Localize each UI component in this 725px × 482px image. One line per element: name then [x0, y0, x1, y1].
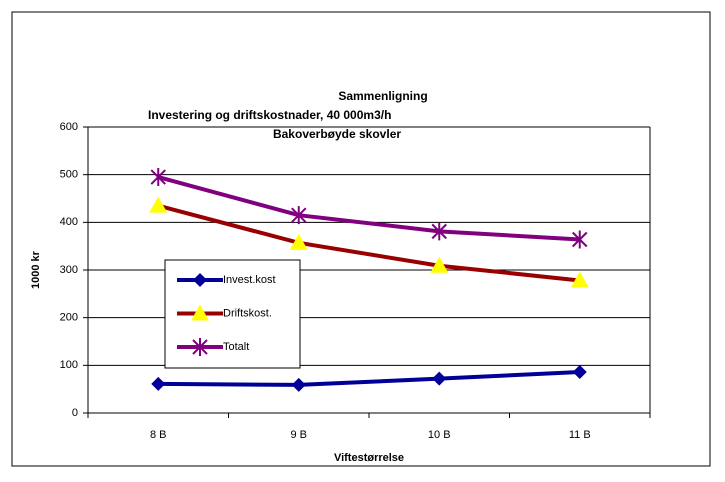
point — [193, 273, 207, 287]
series-line — [157, 175, 580, 242]
point — [432, 371, 447, 386]
chart-title: Sammenligning — [338, 89, 427, 103]
legend-label: Totalt — [223, 341, 249, 353]
y-tick-label: 400 — [60, 216, 78, 228]
x-tick-label: 8 B — [150, 429, 167, 441]
legend-marker — [193, 273, 207, 287]
y-tick-label: 200 — [60, 312, 78, 324]
legend-marker — [192, 338, 208, 356]
x-tick-label: 11 B — [569, 429, 591, 441]
point — [192, 338, 208, 356]
point — [572, 365, 587, 380]
point — [430, 256, 449, 273]
point — [289, 233, 308, 250]
point — [149, 196, 168, 213]
legend-label: Driftskost. — [223, 307, 272, 319]
chart-title: Bakoverbøyde skovler — [273, 127, 401, 141]
y-axis-label: 1000 kr — [30, 250, 42, 289]
chart-border — [11, 11, 711, 467]
chart-title: Investering og driftskostnader, 40 000m3… — [148, 108, 391, 122]
point — [291, 377, 306, 392]
point — [570, 271, 589, 288]
series-line — [157, 203, 580, 283]
point — [150, 168, 166, 187]
point — [291, 206, 307, 225]
x-tick-label: 9 B — [290, 429, 307, 441]
point — [151, 376, 166, 391]
point — [572, 230, 588, 249]
x-axis-label: Viftestørrelse — [334, 452, 404, 464]
series-line — [158, 370, 580, 387]
y-tick-label: 300 — [60, 264, 78, 276]
point — [191, 304, 209, 321]
y-tick-label: 500 — [60, 169, 78, 181]
point — [431, 222, 447, 241]
y-tick-label: 600 — [60, 121, 78, 133]
legend-marker — [191, 304, 209, 321]
legend-label: Invest.kost — [223, 274, 276, 286]
x-tick-label: 10 B — [428, 429, 451, 441]
y-tick-label: 0 — [72, 407, 78, 419]
y-tick-label: 100 — [60, 359, 78, 371]
